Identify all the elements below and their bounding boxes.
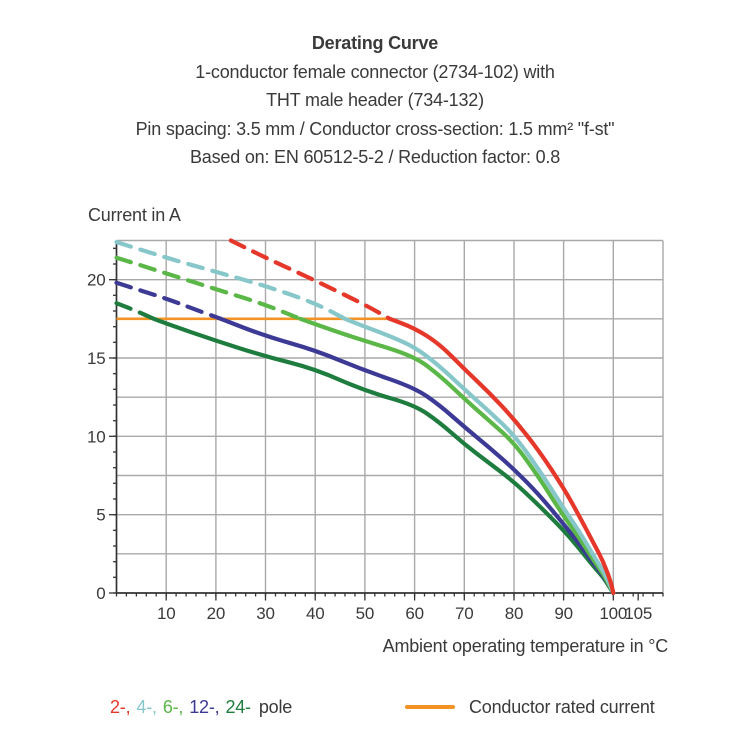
curve-24-pole-dashed	[114, 301, 156, 321]
curves	[114, 238, 616, 596]
curve-4-pole-solid	[342, 316, 616, 596]
chart-subtitle-line-4: Based on: EN 60512-5-2 / Reduction facto…	[189, 147, 561, 167]
chart-header: Derating Curve 1-conductor female connec…	[0, 29, 750, 172]
svg-text:15: 15	[87, 349, 106, 368]
curve-4-pole-dashed	[114, 240, 348, 321]
curve-2-pole-solid	[387, 316, 616, 596]
legend-pole-12: 12-,	[189, 697, 220, 717]
svg-text:0: 0	[96, 584, 105, 603]
chart-subtitle-line-1: 1-conductor female connector (2734-102) …	[195, 61, 555, 82]
svg-text:100: 100	[599, 604, 627, 623]
svg-text:10: 10	[87, 427, 106, 446]
svg-text:50: 50	[356, 604, 375, 623]
legend-pole-suffix: pole	[258, 697, 293, 717]
axes	[115, 240, 663, 594]
svg-text:5: 5	[96, 506, 105, 525]
svg-text:60: 60	[405, 604, 424, 623]
svg-text:20: 20	[207, 604, 226, 623]
svg-text:70: 70	[455, 604, 474, 623]
svg-text:30: 30	[256, 604, 275, 623]
svg-text:105: 105	[624, 604, 652, 623]
legend-rated-label: Conductor rated current	[469, 697, 655, 717]
svg-text:40: 40	[306, 604, 325, 623]
curve-12-pole-dashed	[114, 280, 223, 321]
y-ticks	[109, 247, 117, 594]
chart-title: Derating Curve	[311, 33, 439, 53]
svg-text:20: 20	[87, 271, 106, 290]
legend-rated: Conductor rated current	[405, 697, 655, 718]
legend-pole-4: 4-,	[136, 697, 157, 717]
curve-6-pole-dashed	[114, 255, 303, 321]
y-axis-title: Current in A	[88, 205, 181, 225]
legend-pole-24: 24-	[225, 697, 251, 717]
svg-text:10: 10	[157, 604, 176, 623]
svg-text:90: 90	[554, 604, 573, 623]
x-axis-title: Ambient operating temperature in °C	[382, 636, 669, 656]
chart-subtitle-line-2: THT male header (734-132)	[266, 90, 484, 110]
legend-pole-6: 6-,	[162, 697, 184, 717]
svg-text:80: 80	[505, 604, 524, 623]
legend-poles: 2-, 4-, 6-, 12-, 24- pole	[110, 697, 292, 718]
x-ticks	[115, 593, 664, 601]
rated-current-swatch-line	[405, 704, 455, 709]
curve-2-pole-dashed	[228, 238, 392, 321]
legend-pole-2: 2-,	[110, 697, 131, 717]
chart-subtitle-line-3: Pin spacing: 3.5 mm / Conductor cross-se…	[135, 118, 615, 139]
